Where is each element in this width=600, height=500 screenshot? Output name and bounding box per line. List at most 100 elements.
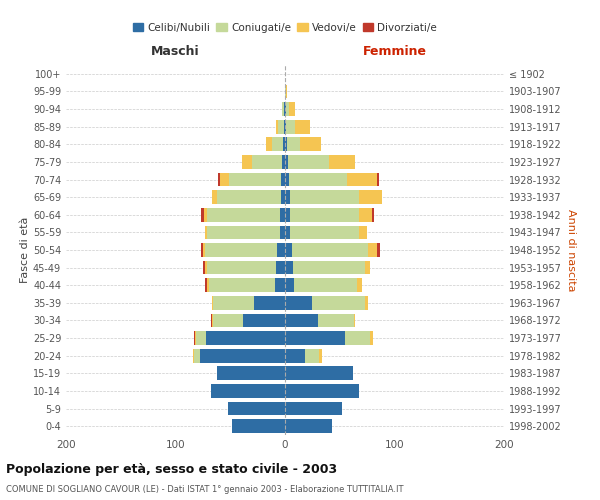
Bar: [280, 208, 285, 222]
Bar: [203, 260, 205, 274]
Bar: [211, 314, 212, 328]
Bar: [204, 208, 207, 222]
Bar: [287, 138, 301, 151]
Text: Popolazione per età, sesso e stato civile - 2003: Popolazione per età, sesso e stato civil…: [6, 462, 337, 475]
Bar: [347, 172, 377, 186]
Bar: [295, 120, 310, 134]
Bar: [252, 155, 282, 169]
Bar: [368, 243, 377, 257]
Y-axis label: Anni di nascita: Anni di nascita: [566, 209, 575, 291]
Text: Femmine: Femmine: [362, 45, 427, 58]
Bar: [213, 314, 244, 328]
Bar: [286, 84, 287, 98]
Bar: [289, 102, 295, 116]
Bar: [285, 260, 293, 274]
Bar: [286, 102, 289, 116]
Bar: [266, 138, 272, 151]
Bar: [365, 296, 368, 310]
Bar: [205, 243, 277, 257]
Bar: [290, 190, 359, 204]
Bar: [318, 314, 354, 328]
Bar: [212, 190, 217, 204]
Bar: [195, 331, 196, 345]
Bar: [277, 243, 285, 257]
Bar: [285, 296, 313, 310]
Text: COMUNE DI SOGLIANO CAVOUR (LE) - Dati ISTAT 1° gennaio 2003 - Elaborazione TUTTI: COMUNE DI SOGLIANO CAVOUR (LE) - Dati IS…: [6, 485, 404, 494]
Bar: [329, 155, 355, 169]
Bar: [285, 190, 290, 204]
Text: Maschi: Maschi: [151, 45, 200, 58]
Bar: [359, 208, 371, 222]
Bar: [206, 331, 285, 345]
Bar: [285, 155, 288, 169]
Bar: [377, 172, 379, 186]
Bar: [212, 314, 213, 328]
Bar: [292, 243, 368, 257]
Bar: [272, 138, 283, 151]
Bar: [217, 190, 281, 204]
Bar: [365, 260, 370, 274]
Bar: [207, 260, 276, 274]
Bar: [244, 314, 285, 328]
Legend: Celibi/Nubili, Coniugati/e, Vedovi/e, Divorziati/e: Celibi/Nubili, Coniugati/e, Vedovi/e, Di…: [128, 18, 442, 36]
Bar: [285, 102, 286, 116]
Bar: [285, 243, 292, 257]
Bar: [285, 172, 289, 186]
Bar: [212, 296, 213, 310]
Bar: [211, 384, 285, 398]
Bar: [200, 349, 285, 362]
Bar: [282, 155, 285, 169]
Bar: [294, 278, 357, 292]
Bar: [280, 226, 285, 239]
Bar: [276, 120, 278, 134]
Bar: [229, 172, 281, 186]
Bar: [285, 402, 342, 415]
Bar: [217, 366, 285, 380]
Bar: [313, 296, 365, 310]
Bar: [284, 102, 285, 116]
Bar: [200, 208, 204, 222]
Bar: [281, 190, 285, 204]
Bar: [286, 120, 295, 134]
Bar: [293, 260, 365, 274]
Bar: [345, 331, 370, 345]
Bar: [193, 349, 194, 362]
Bar: [285, 208, 290, 222]
Bar: [194, 331, 195, 345]
Bar: [254, 296, 285, 310]
Bar: [290, 208, 359, 222]
Bar: [285, 84, 286, 98]
Bar: [285, 349, 305, 362]
Bar: [370, 331, 373, 345]
Bar: [218, 172, 220, 186]
Bar: [288, 155, 329, 169]
Bar: [232, 420, 285, 433]
Y-axis label: Fasce di età: Fasce di età: [20, 217, 30, 283]
Bar: [359, 190, 382, 204]
Bar: [285, 366, 353, 380]
Bar: [290, 226, 359, 239]
Bar: [200, 243, 203, 257]
Bar: [319, 349, 322, 362]
Bar: [275, 278, 285, 292]
Bar: [285, 120, 286, 134]
Bar: [285, 278, 294, 292]
Bar: [209, 278, 275, 292]
Bar: [285, 331, 345, 345]
Bar: [283, 138, 285, 151]
Bar: [220, 172, 229, 186]
Bar: [285, 420, 332, 433]
Bar: [377, 243, 380, 257]
Bar: [281, 172, 285, 186]
Bar: [207, 226, 280, 239]
Bar: [213, 296, 254, 310]
Bar: [205, 260, 207, 274]
Bar: [207, 208, 280, 222]
Bar: [285, 314, 318, 328]
Bar: [278, 120, 284, 134]
Bar: [289, 172, 347, 186]
Bar: [228, 402, 285, 415]
Bar: [196, 331, 206, 345]
Bar: [205, 226, 207, 239]
Bar: [276, 260, 285, 274]
